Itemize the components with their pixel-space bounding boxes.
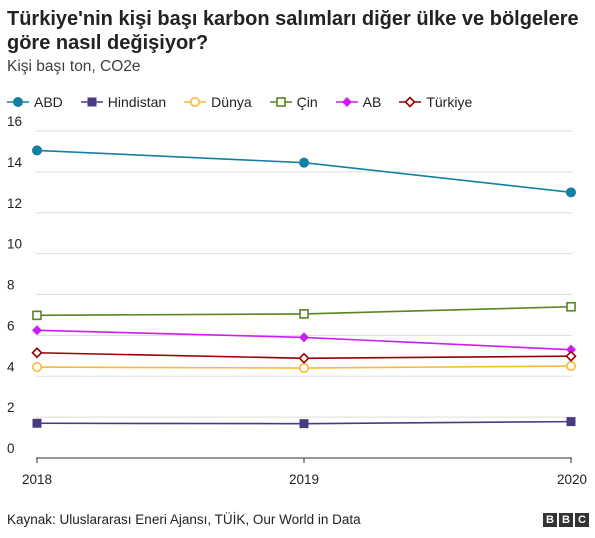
series-line — [36, 149, 572, 194]
data-point — [565, 361, 576, 372]
legend-label: AB — [362, 94, 382, 110]
legend-swatch — [335, 97, 358, 107]
legend-label: Dünya — [211, 94, 252, 110]
legend-item: Hindistan — [80, 94, 167, 110]
legend-swatch — [184, 97, 207, 107]
y-tick-label: 12 — [7, 196, 22, 211]
y-tick-label: 6 — [7, 318, 15, 333]
data-point — [32, 310, 42, 321]
data-point — [298, 352, 310, 364]
data-point — [32, 325, 42, 336]
bbc-logo-letter: B — [543, 513, 557, 527]
legend-label: Türkiye — [426, 94, 473, 110]
legend-marker — [404, 96, 416, 108]
y-tick-label: 2 — [7, 400, 15, 415]
data-point — [565, 350, 577, 362]
data-point — [566, 417, 576, 427]
chart-legend: ABD Hindistan Dünya Çin AB Türkiye — [7, 92, 490, 112]
legend-marker — [341, 97, 352, 107]
legend-item: Türkiye — [399, 94, 472, 110]
bbc-logo-letter: C — [575, 513, 589, 527]
legend-label: Hindistan — [107, 94, 167, 110]
chart-subtitle: Kişi başı ton, CO2e — [7, 58, 141, 75]
y-tick-label: 8 — [7, 278, 15, 293]
y-tick-label: 16 — [7, 114, 22, 129]
legend-item: ABD — [7, 94, 63, 110]
legend-item: AB — [335, 94, 382, 110]
legend-marker — [275, 97, 286, 107]
data-point — [566, 301, 576, 312]
data-point — [299, 419, 309, 429]
data-point — [566, 344, 576, 355]
y-tick-label: 14 — [7, 155, 23, 170]
legend-swatch — [80, 97, 103, 107]
legend-swatch — [399, 96, 422, 108]
data-point — [299, 157, 309, 168]
x-tick-label: 2018 — [22, 472, 52, 487]
data-point — [298, 363, 309, 374]
bbc-logo: B B C — [543, 513, 591, 527]
source-note: Kaynak: Uluslararası Eneri Ajansı, TÜİK,… — [7, 512, 361, 527]
data-point — [299, 332, 309, 343]
legend-swatch — [269, 97, 292, 107]
x-tick-label: 2020 — [557, 472, 587, 487]
data-point — [31, 347, 43, 359]
data-point — [32, 418, 42, 428]
legend-label: Çin — [296, 94, 318, 110]
y-tick-label: 10 — [7, 237, 22, 252]
chart-title: Türkiye'nin kişi başı karbon salımları d… — [7, 8, 579, 54]
x-tick-label: 2019 — [289, 472, 319, 487]
data-point — [299, 309, 309, 319]
legend-label: ABD — [34, 94, 63, 110]
legend-item: Çin — [269, 94, 318, 110]
y-tick-label: 0 — [7, 441, 15, 456]
legend-item: Dünya — [184, 94, 252, 110]
data-point — [32, 145, 42, 156]
legend-marker — [190, 97, 201, 107]
legend-marker — [87, 97, 97, 107]
bbc-logo-letter: B — [559, 513, 573, 527]
y-tick-label: 4 — [7, 359, 15, 374]
legend-marker — [13, 97, 23, 107]
legend-swatch — [7, 97, 29, 107]
data-point — [31, 362, 42, 373]
data-point — [566, 187, 576, 198]
